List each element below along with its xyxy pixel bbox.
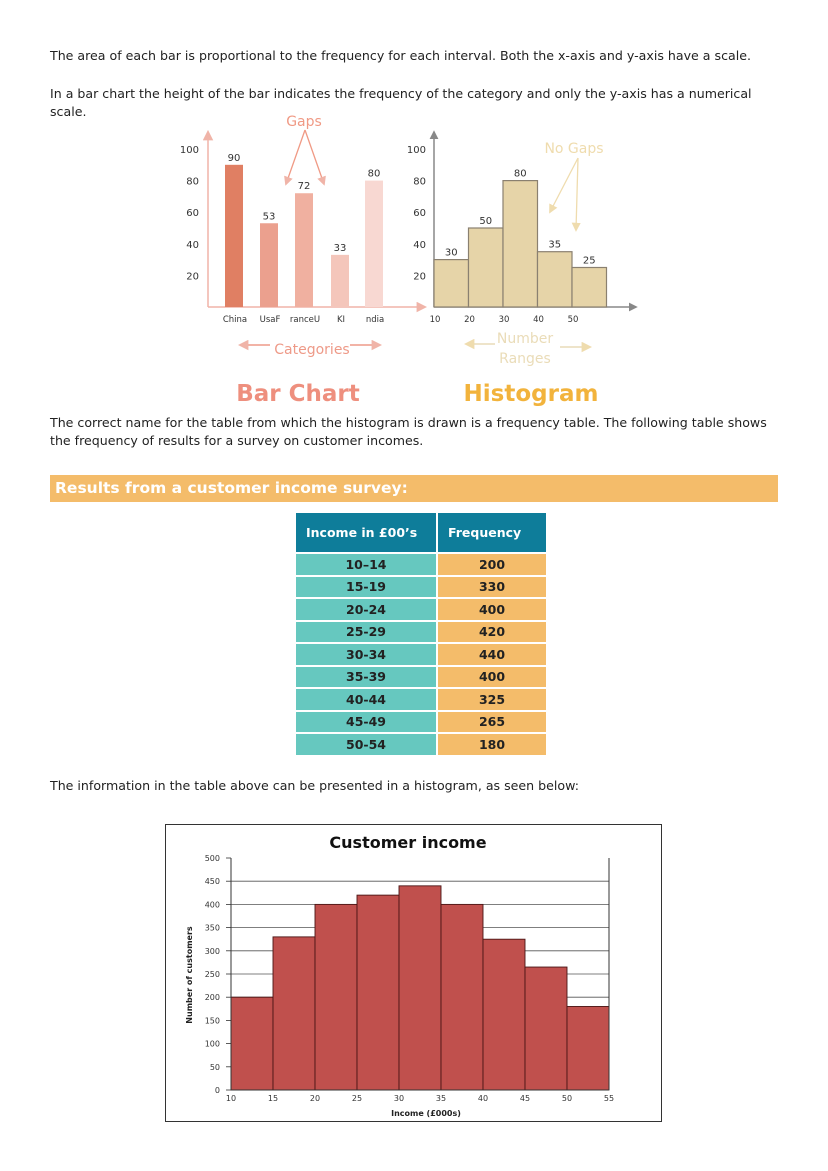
histogram-bar <box>536 251 573 308</box>
header-frequency: Frequency <box>436 511 548 554</box>
gaps-arrow <box>284 129 306 186</box>
bar-chart-y-tick-label: 20 <box>186 271 199 282</box>
histogram-y-tick-label: 60 <box>413 208 426 219</box>
histogram-title: Histogram <box>464 381 599 407</box>
gaps-arrow <box>304 129 326 186</box>
bar-chart-y-tick-label: 100 <box>180 145 199 156</box>
bar-chart-data-label: 90 <box>228 153 241 164</box>
intro-paragraph-1: The area of each bar is proportional to … <box>50 48 751 63</box>
bar-chart-title: Bar Chart <box>236 381 360 407</box>
no-gaps-annotation: No Gaps <box>544 141 603 157</box>
bar-chart-bar <box>225 164 243 307</box>
income-range-cell: 50-54 <box>294 732 438 757</box>
income-range-cell: 15-19 <box>294 574 438 599</box>
table-row: 30-34 440 <box>294 642 548 667</box>
income-range-cell: 20-24 <box>294 597 438 622</box>
histogram-data-label: 50 <box>479 216 492 227</box>
histogram-x-tick-label: 20 <box>464 315 475 325</box>
income-range-cell: 30-34 <box>294 642 438 667</box>
income-range-cell: 45-49 <box>294 709 438 734</box>
frequency-cell: 200 <box>436 552 548 577</box>
bar-chart-bar <box>295 193 313 307</box>
bar-chart-category-label: ranceU <box>290 315 320 325</box>
table-row: 40-44 325 <box>294 687 548 712</box>
income-range-cell: 10–14 <box>294 552 438 577</box>
histogram-data-label: 80 <box>514 169 527 180</box>
bar-chart-data-label: 72 <box>298 181 311 192</box>
frequency-table-paragraph: The correct name for the table from whic… <box>50 415 767 448</box>
table-row: 25-29 420 <box>294 619 548 644</box>
bar-chart-vs-histogram-infographic: 20 40 60 80 100 90 China 53 UsaF 72 ranceU 33 KI 80 nd… <box>180 114 638 407</box>
gaps-annotation: Gaps <box>286 114 322 130</box>
number-ranges-label: Ranges <box>499 351 551 367</box>
histogram-data-label: 30 <box>445 248 458 259</box>
frequency-cell: 180 <box>436 732 548 757</box>
bar-chart-y-tick-label: 80 <box>186 177 199 188</box>
bar-chart-bar <box>260 223 278 307</box>
header-income: Income in £00’s <box>294 511 438 554</box>
frequency-cell: 325 <box>436 687 548 712</box>
no-gaps-arrow <box>549 157 579 214</box>
bar-chart-y-tick-label: 60 <box>186 208 199 219</box>
income-range-cell: 40-44 <box>294 687 438 712</box>
histogram-x-tick-label: 50 <box>568 315 579 325</box>
frequency-cell: 265 <box>436 709 548 734</box>
frequency-cell: 420 <box>436 619 548 644</box>
bar-chart-data-label: 53 <box>263 211 276 222</box>
bar-chart-y-tick-label: 40 <box>186 240 199 251</box>
histogram-bar <box>502 180 539 308</box>
histogram-intro-paragraph: The information in the table above can b… <box>50 778 579 793</box>
bar-chart-data-label: 80 <box>368 169 381 180</box>
survey-banner: Results from a customer income survey: <box>50 475 778 502</box>
histogram-bar <box>467 227 504 308</box>
bar-chart-category-label: China <box>223 315 247 325</box>
no-gaps-arrow <box>571 157 581 232</box>
intro-paragraph-2: In a bar chart the height of the bar ind… <box>50 86 752 119</box>
histogram-x-tick-label: 30 <box>499 315 510 325</box>
histogram-bar <box>433 259 470 308</box>
bar-chart-category-label: ndia <box>366 315 384 325</box>
table-row: 35-39 400 <box>294 664 548 689</box>
histogram-x-tick-label: 40 <box>533 315 544 325</box>
bar-chart-category-label: KI <box>337 315 345 325</box>
histogram-x-tick-label: 10 <box>430 315 441 325</box>
categories-label: Categories <box>274 342 349 358</box>
income-range-cell: 35-39 <box>294 664 438 689</box>
frequency-cell: 400 <box>436 664 548 689</box>
table-row: 50-54 180 <box>294 732 548 757</box>
histogram-y-tick-label: 20 <box>413 271 426 282</box>
histogram-data-label: 25 <box>583 256 596 267</box>
bar-chart-bar <box>365 180 383 307</box>
histogram-y-tick-label: 40 <box>413 240 426 251</box>
frequency-cell: 330 <box>436 574 548 599</box>
table-row: 45-49 265 <box>294 709 548 734</box>
table-row: 15-19 330 <box>294 574 548 599</box>
histogram-y-tick-label: 100 <box>407 145 426 156</box>
number-ranges-label: Number <box>497 331 553 347</box>
frequency-cell: 400 <box>436 597 548 622</box>
histogram-bar <box>571 266 608 308</box>
histogram-y-tick-label: 80 <box>413 177 426 188</box>
income-range-cell: 25-29 <box>294 619 438 644</box>
bar-chart-category-label: UsaF <box>260 315 281 325</box>
income-frequency-table: Income in £00’s Frequency 10–14 200 15-19 3… <box>294 511 548 757</box>
frequency-cell: 440 <box>436 642 548 667</box>
table-row: 10–14 200 <box>294 552 548 577</box>
bar-chart-bar <box>331 254 349 307</box>
table-row: 20-24 400 <box>294 597 548 622</box>
bar-chart-data-label: 33 <box>334 243 347 254</box>
histogram-data-label: 35 <box>548 240 561 251</box>
customer-income-chart-frame <box>165 824 662 1122</box>
